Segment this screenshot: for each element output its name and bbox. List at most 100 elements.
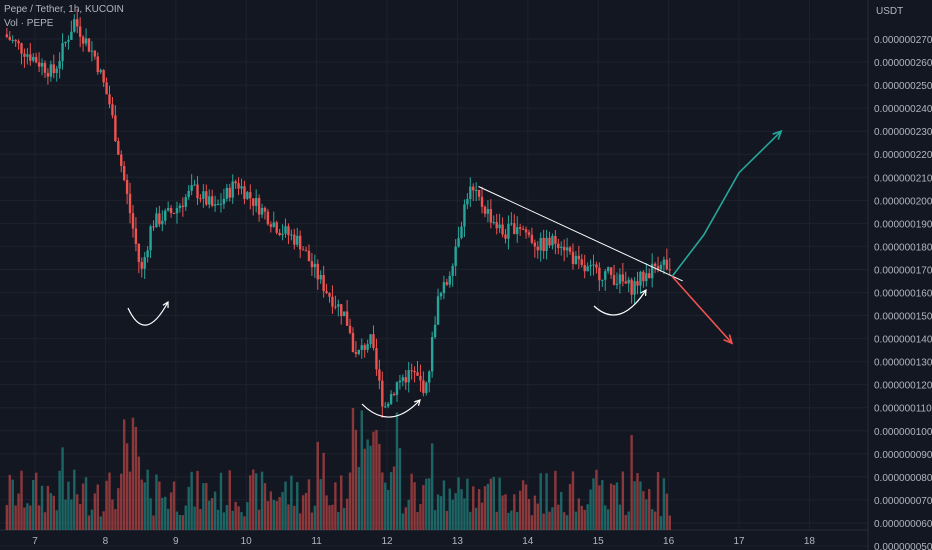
volume-bar xyxy=(172,481,176,530)
reversal-curve-arrow-head xyxy=(162,300,169,309)
candle-body xyxy=(378,369,381,381)
candle-body xyxy=(439,293,443,297)
candle-body xyxy=(601,279,604,281)
volume-bar xyxy=(40,485,44,530)
candle-body xyxy=(357,349,361,354)
candle-body xyxy=(29,54,32,61)
x-tick-label: 9 xyxy=(173,536,179,547)
volume-bar xyxy=(477,489,481,530)
volume-bar xyxy=(340,475,343,530)
volume-bar xyxy=(34,472,38,530)
volume-bar xyxy=(319,479,322,530)
y-tick-label: 0.0000002700 xyxy=(874,35,932,46)
volume-title[interactable]: Vol · PEPE xyxy=(4,18,54,29)
candle-body xyxy=(436,296,440,325)
candle-body xyxy=(307,250,311,262)
volume-bar xyxy=(316,441,319,530)
candle-body xyxy=(428,371,431,383)
candle-body xyxy=(480,196,484,207)
candle-body xyxy=(527,232,531,235)
candle-body xyxy=(196,184,199,199)
candle-body xyxy=(342,311,346,317)
volume-bar xyxy=(114,509,117,530)
x-tick-label: 17 xyxy=(733,536,745,547)
candle-body xyxy=(451,265,454,276)
candle-body xyxy=(568,247,572,252)
x-tick-label: 12 xyxy=(381,536,393,547)
candle-body xyxy=(32,56,35,61)
candle-body xyxy=(37,62,41,67)
candle-body xyxy=(580,259,583,265)
volume-bar xyxy=(313,505,317,530)
candle-body xyxy=(161,220,164,225)
candle-body xyxy=(337,304,340,307)
x-tick-label: 11 xyxy=(311,536,322,547)
candle-body xyxy=(401,377,405,381)
candle-body xyxy=(117,141,120,155)
volume-bar xyxy=(284,481,287,530)
volume-bar xyxy=(516,511,519,530)
candle-body xyxy=(322,275,325,292)
volume-bar xyxy=(510,510,513,530)
symbol-title[interactable]: Pepe / Tether, 1h, KUCOIN xyxy=(4,4,124,15)
volume-bar xyxy=(574,511,578,530)
volume-bar xyxy=(592,478,595,530)
volume-bar xyxy=(73,469,76,530)
volume-bar xyxy=(61,447,64,530)
y-tick-label: 0.0000000600 xyxy=(874,519,932,530)
reversal-curve-arrow-head xyxy=(414,399,421,406)
volume-bar xyxy=(84,477,88,530)
candle-body xyxy=(228,187,231,198)
candle-body xyxy=(190,185,193,191)
candle-body xyxy=(501,224,504,235)
long-projection-arrow xyxy=(671,130,782,277)
volume-bar xyxy=(425,478,428,530)
volume-bar xyxy=(601,480,604,530)
volume-bar xyxy=(416,511,419,530)
candle-body xyxy=(360,345,363,350)
volume-bar xyxy=(8,474,11,530)
volume-bar xyxy=(656,472,660,530)
y-tick-label: 0.0000001100 xyxy=(874,404,932,415)
candle-body xyxy=(454,246,457,266)
candle-body xyxy=(114,115,117,142)
volume-bar xyxy=(577,498,581,530)
volume-bar xyxy=(108,472,111,530)
volume-bar xyxy=(454,493,457,530)
candle-body xyxy=(653,263,657,267)
candle-body xyxy=(99,70,102,73)
volume-bar xyxy=(398,448,402,530)
candle-body xyxy=(43,63,47,73)
candle-body xyxy=(158,213,161,225)
volume-bar xyxy=(557,504,560,530)
candle-body xyxy=(284,226,287,234)
candle-body xyxy=(606,267,610,272)
candle-body xyxy=(8,36,11,40)
candle-body xyxy=(137,243,141,262)
volume-bar xyxy=(122,419,126,530)
volume-bar xyxy=(498,477,501,530)
candle-body xyxy=(645,273,648,282)
volume-bar xyxy=(562,512,566,530)
volume-bar xyxy=(598,485,601,530)
candle-body xyxy=(504,234,507,239)
volume-bar xyxy=(64,499,67,530)
candle-body xyxy=(252,198,255,206)
candle-body xyxy=(510,223,513,225)
candle-body xyxy=(518,227,522,229)
candle-body xyxy=(422,380,425,394)
volume-bar xyxy=(630,434,633,530)
x-tick-label: 8 xyxy=(103,536,109,547)
volume-bar xyxy=(463,498,466,530)
y-tick-label: 0.0000001900 xyxy=(874,219,932,230)
y-tick-label: 0.0000002300 xyxy=(874,127,932,138)
candle-body xyxy=(363,345,366,350)
volume-bar xyxy=(87,515,91,530)
volume-bar xyxy=(208,500,211,530)
candle-body xyxy=(524,229,528,233)
candle-body xyxy=(178,205,182,209)
volume-bar xyxy=(76,494,79,530)
volume-bar xyxy=(90,509,94,530)
y-tick-label: 0.0000001000 xyxy=(874,427,932,438)
